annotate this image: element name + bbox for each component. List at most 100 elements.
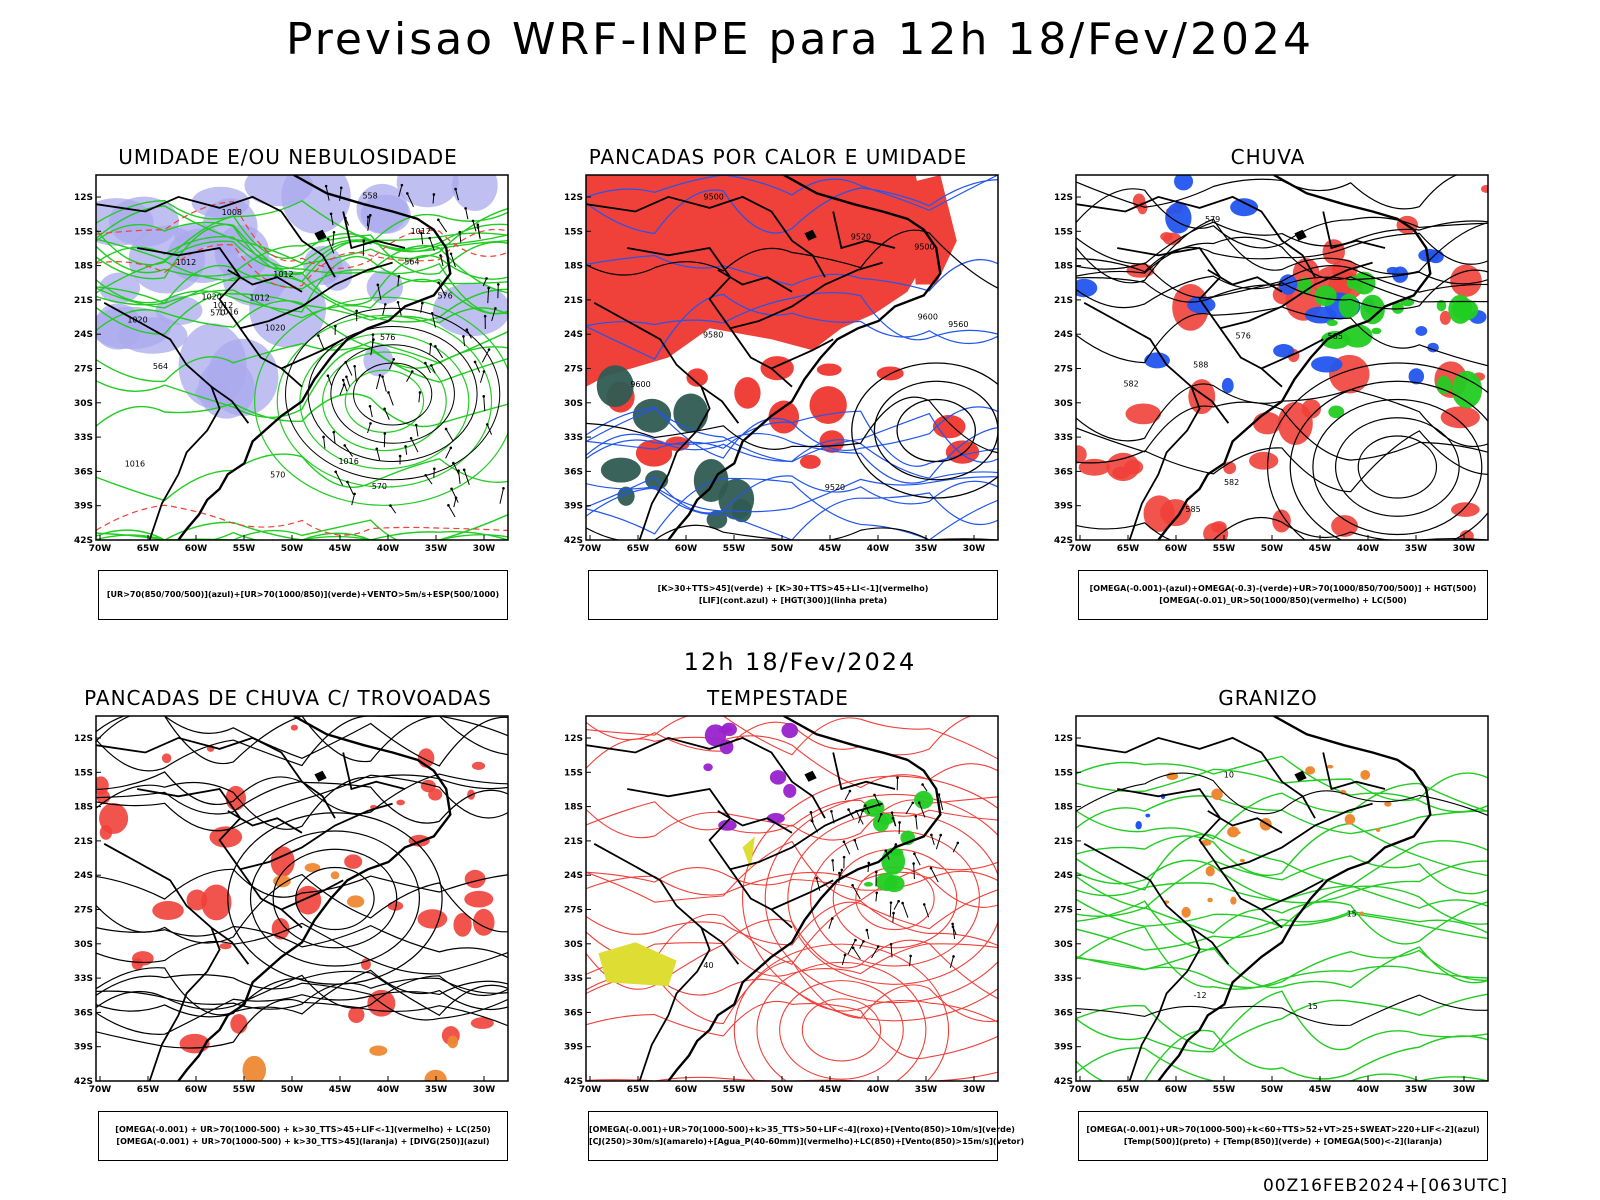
lake [1294,770,1307,782]
rain-green-fill [1297,277,1312,295]
pressure-isobar [307,325,478,463]
wind-vector [392,357,396,361]
state-border [137,247,303,388]
wind-vector [431,313,436,328]
wind-850-vector [930,834,935,846]
rain-green-fill [1328,405,1345,419]
legend-line: [OMEGA(-0.001)+UR>70(1000-500)+k>35_TTS>… [589,1125,1015,1134]
wind-vector [327,375,332,386]
wind-vector [351,493,356,506]
humidity-mid-level-fill [366,270,404,305]
omega-500-fill [1344,814,1356,825]
contour-label: 9600 [918,312,938,321]
severe-storm-fill [781,722,799,739]
x-tick-label: 65W [627,544,650,554]
state-border [239,261,393,330]
omega-500-fill [1230,896,1237,905]
wind-vector [491,308,496,322]
wind-850-vector [896,776,899,780]
wind-vector [437,281,440,284]
y-tick-label: 24S [74,871,93,881]
precipitable-water-contour [733,943,950,1081]
y-tick-label: 15S [564,768,583,778]
streamline [1076,269,1488,310]
wind-vector [481,349,490,363]
state-border [342,752,406,791]
wind-vector [421,301,424,305]
thunderstorm-red-fill [201,884,232,921]
wind-vector [418,391,422,394]
legend-box: [K>30+TTS>45](verde) + [K>30+TTS>45+LI<-… [588,570,998,620]
wind-vector [334,470,337,474]
rain-red-fill [1249,451,1279,470]
wind-vector [329,212,333,216]
wind-vector [479,371,485,383]
wind-850-vector [949,956,954,968]
convection-fill [632,398,672,433]
rain-red-fill [1253,411,1282,435]
wind-vector [405,192,409,195]
wind-vector [327,238,335,254]
wind-850-vector [843,953,847,957]
rain-green-fill [1338,293,1359,319]
precipitable-water-contour [764,793,998,1004]
humidity-low-level-contour [96,255,508,315]
wind-vector [455,188,459,201]
x-tick-label: 35W [425,544,448,554]
temperature-850-contour [1076,768,1488,802]
wind-vector [473,360,477,364]
state-border [103,843,250,965]
hail-fill [1145,813,1151,818]
precipitable-water-contour [586,716,998,760]
legend-line: [OMEGA(-0.001) + UR>70(1000-500) + k>30_… [116,1137,490,1146]
y-tick-label: 15S [74,227,93,237]
temperature-850-contour [1076,833,1488,891]
streamline-250 [96,974,508,1010]
wind-vector [369,422,372,425]
wind-vector [333,432,336,444]
wind-850-vector [877,814,882,823]
wind-850-vector [809,810,813,814]
contour-label: 558 [362,192,377,201]
rain-red-fill [1481,184,1488,193]
plot-frame [95,715,509,1082]
wind-850-vector [879,812,883,816]
wind-850-vector [866,929,870,940]
wind-850-vector [913,853,921,866]
state-border [638,386,711,540]
convection-li-fill [809,386,847,424]
x-tick-label: 60W [1165,544,1188,554]
rain-green-fill [1391,302,1404,314]
panel-chuva: CHUVA 588 585 582 579 576 582 585 12S 15S 18S 21S 2… [1038,145,1498,635]
wind-vector [466,329,472,339]
y-tick-label: 42S [1054,1077,1073,1087]
wind-vector [432,194,435,204]
contour-label: 1016 [218,308,238,317]
y-tick-label: 30S [564,399,583,409]
humidity-mid-level-fill [198,358,255,419]
contour-label: 1012 [176,258,196,267]
legend-line: [K>30+TTS>45](verde) + [K>30+TTS>45+LI<-… [657,584,929,593]
contour-label: 9580 [703,331,723,340]
streamline-250 [96,774,508,832]
wind-vector [452,461,455,465]
rain-blue-fill [1304,306,1337,324]
rain-red-fill [1076,445,1087,464]
temperature-850-contour [1076,855,1488,910]
x-tick-label: 60W [185,1085,208,1095]
wind-vector [376,283,380,287]
wind-vector [485,277,488,280]
jet-core-fill [598,942,677,987]
wind-vector [420,233,424,245]
panel-tempestade: TEMPESTADE 40 12S 15S 18S 21S 24S 27S 30S 33S 36S… [548,686,1024,1176]
state-border [771,879,834,911]
streamline-250 [295,866,375,931]
wind-vector [339,187,342,201]
wind-vector [389,504,392,507]
y-tick-label: 27S [564,906,583,916]
state-border [1117,788,1283,929]
wind-vector [450,487,453,491]
state-border [1261,338,1324,370]
wind-vector [444,427,448,431]
state-border [96,195,336,278]
